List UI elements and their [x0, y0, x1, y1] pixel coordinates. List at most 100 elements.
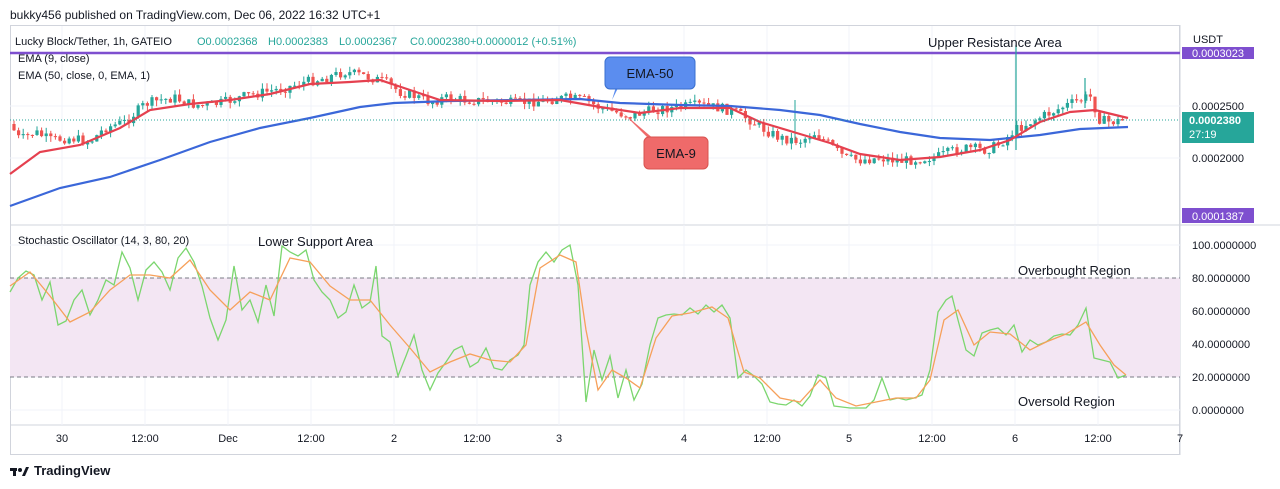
candle-body	[155, 97, 159, 101]
candle-body	[398, 89, 402, 96]
candle-body	[362, 72, 366, 75]
candle-body	[380, 76, 384, 78]
candle-body	[1102, 115, 1106, 124]
candle-body	[624, 116, 628, 118]
time-axis-label: Dec	[218, 433, 238, 445]
publish-line: bukky456 published on TradingView.com, D…	[10, 8, 381, 22]
candle-body	[431, 102, 435, 105]
candle-body	[270, 90, 274, 92]
candle-body	[656, 112, 660, 115]
candle-body	[711, 103, 715, 106]
candle-body	[918, 162, 922, 164]
candle-body	[845, 153, 849, 155]
legend-ema50: EMA (50, close, 0, EMA, 1)	[18, 70, 150, 82]
candle-body	[826, 139, 830, 141]
candle-body	[81, 135, 85, 145]
candle-body	[136, 105, 140, 117]
candle-body	[914, 162, 918, 165]
candle-body	[707, 103, 711, 106]
support-price-badge	[1182, 208, 1254, 223]
candle-body	[1107, 115, 1111, 122]
candle-body	[868, 159, 872, 164]
candle-body	[467, 102, 471, 104]
candle-body	[352, 69, 356, 73]
candle-body	[113, 124, 117, 127]
candle-body	[26, 134, 30, 136]
candle-body	[555, 100, 559, 105]
candle-body	[504, 102, 508, 104]
candle-body	[1024, 125, 1028, 131]
ema9-tag-pointer	[622, 112, 655, 145]
candle-body	[76, 135, 80, 142]
candle-body	[909, 156, 913, 165]
candle-body	[941, 151, 945, 153]
ema9-tag	[643, 136, 709, 170]
candle-body	[651, 106, 655, 113]
candle-body	[72, 138, 76, 142]
candle-body	[187, 99, 191, 105]
candle-body	[812, 135, 816, 139]
legend-ohlc-c: C0.0002380	[410, 36, 470, 48]
candle-body	[785, 135, 789, 144]
candle-body	[628, 117, 632, 119]
resistance-price-badge	[1182, 47, 1254, 59]
stoch-axis-label: 40.0000000	[1192, 339, 1250, 351]
candle-body	[251, 93, 255, 95]
stoch-band	[10, 278, 1180, 377]
stoch-k-line	[9, 243, 1127, 409]
candle-body	[196, 105, 200, 108]
time-axis-label: 2	[391, 433, 397, 445]
candle-body	[748, 118, 752, 125]
candle-body	[306, 76, 310, 82]
candle-body	[458, 95, 462, 101]
candle-body	[302, 81, 306, 87]
candle-body	[164, 98, 168, 100]
time-axis-label: 5	[846, 433, 852, 445]
candle-body	[86, 142, 90, 145]
legend-ohlc-l: L0.0002367	[339, 36, 397, 48]
candle-body	[693, 100, 697, 102]
candle-body	[647, 106, 651, 113]
candle-body	[564, 93, 568, 96]
candle-body	[1121, 119, 1125, 121]
candle-body	[403, 95, 407, 98]
candle-body	[886, 157, 890, 162]
time-axis-label: 12:00	[1084, 433, 1112, 445]
candle-body	[1061, 107, 1065, 110]
candle-body	[339, 72, 343, 78]
candle-body	[357, 69, 361, 73]
time-axis-label: 3	[556, 433, 562, 445]
legend-ohlc-o: O0.0002368	[197, 36, 258, 48]
candle-body	[872, 158, 876, 164]
candle-body	[955, 147, 959, 154]
candle-body	[283, 91, 287, 93]
candle-body	[145, 103, 149, 106]
candle-body	[858, 159, 862, 164]
candle-body	[472, 103, 476, 105]
stoch-axis-label: 0.0000000	[1192, 405, 1244, 417]
stoch-axis-label: 60.0000000	[1192, 306, 1250, 318]
candle-body	[150, 97, 154, 106]
candle-body	[1029, 124, 1033, 126]
candle-body	[895, 159, 899, 163]
stoch-axis-label: 20.0000000	[1192, 372, 1250, 384]
candle-body	[233, 101, 237, 103]
candle-body	[320, 78, 324, 82]
stoch-axis-label: 80.0000000	[1192, 273, 1250, 285]
candle-body	[444, 94, 448, 98]
candle-body	[1084, 94, 1088, 101]
candle-body	[389, 78, 393, 85]
candle-body	[532, 98, 536, 107]
candle-body	[265, 88, 269, 92]
stoch-axis-label: 100.0000000	[1192, 240, 1256, 252]
candle-body	[766, 131, 770, 137]
candle-body	[762, 122, 766, 132]
annotation-oversold: Oversold Region	[1018, 394, 1115, 409]
ema9-tag-label: EMA-9	[656, 146, 696, 161]
candle-body	[891, 157, 895, 163]
legend-change: +0.0000012 (+0.51%)	[470, 36, 576, 48]
candle-body	[141, 103, 145, 106]
candle-body	[53, 136, 57, 138]
